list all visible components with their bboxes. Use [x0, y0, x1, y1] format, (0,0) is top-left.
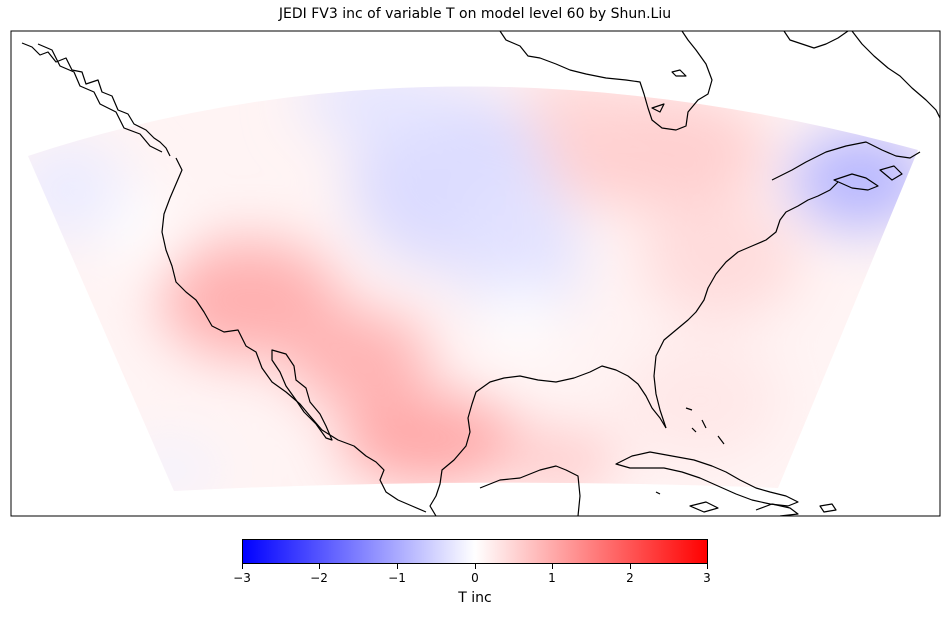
figure-title: JEDI FV3 inc of variable T on model leve… — [278, 6, 672, 22]
colorbar-tick-label: 0 — [471, 571, 479, 585]
colorbar-tick-label: −3 — [233, 571, 251, 585]
colorbar-label: T inc — [458, 590, 492, 606]
colorbar-tick — [475, 564, 476, 569]
colorbar-tick — [319, 564, 320, 569]
colorbar-tick — [397, 564, 398, 569]
colorbar-tick — [242, 564, 243, 569]
colorbar-tick-label: −2 — [310, 571, 328, 585]
colorbar-tick-label: 3 — [703, 571, 711, 585]
colorbar-tick — [630, 564, 631, 569]
colorbar-tick — [707, 564, 708, 569]
coastlines — [21, 31, 940, 516]
colorbar-tick-label: 2 — [626, 571, 634, 585]
colorbar-tick-label: 1 — [548, 571, 556, 585]
map-frame — [10, 30, 941, 517]
colorbar-tick — [552, 564, 553, 569]
colorbar — [242, 539, 708, 564]
colorbar-tick-label: −1 — [388, 571, 406, 585]
